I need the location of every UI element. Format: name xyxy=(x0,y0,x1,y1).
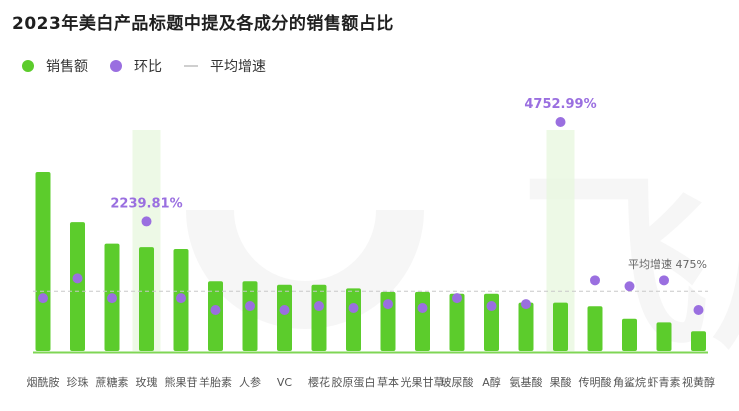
bar xyxy=(346,288,361,351)
ratio-point xyxy=(659,275,669,286)
bar xyxy=(518,302,534,351)
ratio-point xyxy=(176,293,186,304)
x-tick-label: 玫瑰 xyxy=(136,375,158,389)
bar xyxy=(691,331,706,351)
average-growth-label: 平均增速 475% xyxy=(628,257,707,271)
legend-mom-label: 环比 xyxy=(134,59,162,75)
ratio-point xyxy=(107,293,117,304)
ratio-point xyxy=(590,275,600,286)
ratio-point xyxy=(521,299,531,310)
x-tick-label: 羊胎素 xyxy=(199,375,232,389)
legend-mom-marker xyxy=(110,60,122,72)
ratio-point xyxy=(72,273,83,284)
ratio-point xyxy=(314,301,324,312)
bar xyxy=(277,284,292,351)
x-tick-label: 樱花 xyxy=(308,376,330,389)
ratio-point xyxy=(141,216,152,227)
ratio-point xyxy=(279,305,290,315)
ratio-point xyxy=(417,303,428,314)
ratio-point xyxy=(486,301,497,312)
bar xyxy=(553,302,568,351)
ratio-point xyxy=(452,293,462,304)
data-label: 2239.81% xyxy=(110,196,182,211)
highlight-bands xyxy=(132,130,575,351)
x-tick-label: VC xyxy=(277,376,293,389)
x-tick-label: 光果甘草 xyxy=(401,375,445,389)
ratio-point xyxy=(245,301,255,312)
legend-avg-growth-marker xyxy=(184,65,198,67)
x-tick-label: 人参 xyxy=(239,375,261,389)
bar xyxy=(656,322,672,351)
x-tick-label: 视黄醇 xyxy=(682,375,715,389)
x-tick-label: 玻尿酸 xyxy=(441,375,474,389)
bar xyxy=(35,172,51,351)
x-tick-label: 胶原蛋白 xyxy=(332,375,376,389)
ratio-point xyxy=(693,305,704,315)
x-tick-label: 角鲨烷 xyxy=(613,375,646,389)
bar xyxy=(208,281,223,351)
x-tick-label: 珍珠 xyxy=(67,375,89,389)
x-tick-label: 熊果苷 xyxy=(165,375,198,389)
x-tick-label: 蔗糖素 xyxy=(96,375,129,389)
bar xyxy=(415,291,430,351)
ratio-point xyxy=(555,117,566,127)
x-tick-label: 传明酸 xyxy=(579,375,612,389)
x-tick-label: 氨基酸 xyxy=(510,375,543,389)
reference-line: 平均增速 475% xyxy=(33,257,708,292)
chart-legend: 销售额 环比 平均增速 xyxy=(22,56,288,76)
x-tick-label: A醇 xyxy=(482,375,501,389)
bar xyxy=(139,247,154,351)
legend-avg-growth: 平均增速 xyxy=(184,56,266,76)
data-labels: 2239.81% 4752.99% xyxy=(110,97,596,211)
legend-sales-label: 销售额 xyxy=(46,59,88,75)
bar xyxy=(311,284,327,351)
bar xyxy=(70,222,85,351)
data-label: 4752.99% xyxy=(524,97,596,112)
bar xyxy=(449,293,465,351)
ratio-point xyxy=(383,299,393,310)
ratio-series xyxy=(38,117,704,315)
ratio-point xyxy=(210,305,221,315)
x-tick-label: 虾青素 xyxy=(648,376,681,389)
ratio-point xyxy=(348,303,359,314)
ratio-point xyxy=(38,293,48,304)
x-tick-label: 烟酰胺 xyxy=(27,375,60,389)
x-tick-label: 果酸 xyxy=(550,375,572,389)
ratio-point xyxy=(624,281,635,292)
bar xyxy=(587,306,603,351)
legend-avg-growth-label: 平均增速 xyxy=(210,59,266,75)
chart-title: 2023年美白产品标题中提及各成分的销售额占比 xyxy=(12,14,394,34)
legend-sales: 销售额 xyxy=(22,56,88,76)
bar-series xyxy=(33,172,708,354)
x-tick-label: 草本 xyxy=(377,375,399,389)
legend-mom: 环比 xyxy=(110,56,162,76)
bar xyxy=(622,318,637,351)
bar xyxy=(242,281,258,351)
legend-sales-marker xyxy=(22,60,34,72)
